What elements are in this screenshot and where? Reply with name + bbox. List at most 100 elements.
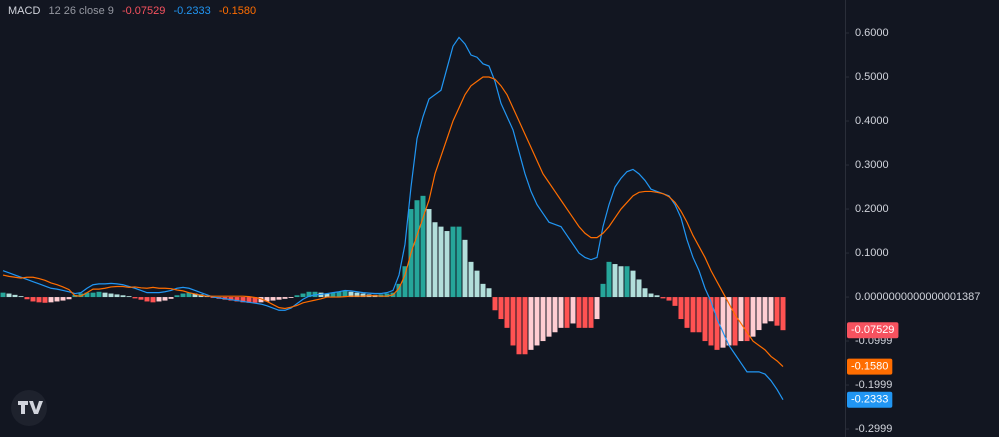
- histogram-bar: [720, 297, 726, 348]
- histogram-bar: [258, 297, 264, 303]
- histogram-bar: [264, 297, 270, 302]
- histogram-value: -0.07529: [122, 5, 165, 17]
- histogram-bar: [516, 297, 522, 355]
- histogram-bar: [672, 297, 678, 306]
- histogram-bar: [426, 209, 432, 298]
- histogram-bar: [60, 297, 66, 301]
- last-value-badge: -0.2333: [847, 391, 893, 408]
- histogram-bar: [330, 292, 336, 298]
- histogram-bar: [108, 293, 114, 298]
- histogram-bar: [708, 297, 714, 346]
- histogram-bar: [636, 279, 642, 298]
- histogram-bar: [726, 297, 732, 346]
- histogram-bar: [696, 297, 702, 333]
- histogram-bar: [606, 261, 612, 298]
- plot-area: [0, 36, 786, 401]
- histogram-bar: [504, 297, 510, 328]
- histogram-bar: [180, 293, 186, 298]
- histogram-bar: [456, 226, 462, 298]
- logo-mark: [18, 401, 43, 414]
- histogram-bar: [132, 297, 138, 299]
- histogram-bar: [354, 292, 360, 298]
- y-tick-label: 0.4000: [855, 115, 889, 127]
- histogram-bar: [510, 297, 516, 346]
- histogram-bar: [498, 297, 504, 320]
- histogram-bar: [300, 293, 306, 298]
- histogram-bar: [234, 297, 240, 302]
- histogram-bar: [612, 264, 618, 298]
- histogram-bar: [702, 297, 708, 342]
- histogram-bar: [474, 270, 480, 298]
- histogram-bar: [30, 297, 36, 302]
- histogram-bar: [0, 292, 6, 298]
- histogram-bar: [150, 297, 156, 303]
- histogram-bar: [246, 297, 252, 303]
- signal-value: -0.1580: [219, 5, 256, 17]
- histogram-bar: [384, 293, 390, 298]
- histogram-bar: [48, 297, 54, 303]
- logo-circle: [11, 390, 47, 426]
- histogram-bar: [660, 297, 666, 299]
- badge-label: -0.07529: [851, 324, 894, 336]
- histogram-bar: [168, 297, 174, 299]
- histogram-bar: [546, 297, 552, 337]
- histogram-bar: [96, 291, 102, 298]
- histogram-bar: [732, 297, 738, 346]
- histogram-bar: [666, 297, 672, 301]
- histogram-bar: [252, 297, 258, 303]
- y-tick-label: 0.1000: [855, 247, 889, 259]
- histogram-bar: [624, 266, 630, 298]
- histogram-bar: [90, 292, 96, 298]
- macd-value: -0.2333: [173, 5, 210, 17]
- indicator-params: 12 26 close 9: [48, 5, 113, 17]
- histogram-bar: [582, 297, 588, 328]
- histogram-bar: [402, 266, 408, 298]
- histogram-bar: [192, 293, 198, 298]
- histogram-bar: [774, 297, 780, 326]
- histogram-bar: [162, 297, 168, 301]
- histogram-bar: [336, 291, 342, 298]
- y-tick-label: 0.6000: [855, 27, 889, 39]
- histogram-bar: [480, 283, 486, 298]
- histogram-bar: [738, 297, 744, 342]
- histogram-bar: [690, 297, 696, 333]
- histogram-bar: [348, 291, 354, 298]
- histogram-bar: [294, 295, 300, 298]
- histogram-bar: [102, 292, 108, 298]
- histogram-bar: [444, 231, 450, 298]
- histogram-bar: [360, 293, 366, 298]
- histogram-bar: [756, 297, 762, 331]
- histogram-bar: [396, 283, 402, 298]
- histogram-bar: [24, 297, 30, 300]
- histogram-bar: [558, 297, 564, 328]
- histogram-bar: [414, 200, 420, 298]
- histogram-bar: [240, 297, 246, 303]
- signal-line: [2, 76, 784, 368]
- badge-label: -0.1580: [851, 360, 888, 372]
- histogram-bar: [156, 297, 162, 302]
- histogram-bar: [594, 297, 600, 320]
- histogram-bar: [438, 226, 444, 298]
- histogram-bar: [450, 226, 456, 298]
- badge-box: [847, 322, 899, 339]
- y-tick-label: 0.2000: [855, 203, 889, 215]
- histogram-bar: [432, 222, 438, 298]
- histogram-bar: [576, 297, 582, 328]
- histogram-bar: [12, 294, 18, 298]
- histogram-bar: [174, 295, 180, 298]
- histogram-bar: [114, 294, 120, 298]
- y-tick-label: -0.1999: [855, 379, 892, 391]
- y-tick-label: 0.3000: [855, 159, 889, 171]
- histogram-bar: [42, 297, 48, 303]
- histogram-bar: [492, 297, 498, 311]
- histogram-bar: [678, 297, 684, 320]
- histogram-bar: [324, 293, 330, 298]
- histogram-bar: [420, 195, 426, 298]
- histogram-bar: [522, 297, 528, 355]
- histogram-bar: [18, 296, 24, 298]
- histogram-bar: [54, 297, 60, 302]
- histogram-bar: [468, 261, 474, 298]
